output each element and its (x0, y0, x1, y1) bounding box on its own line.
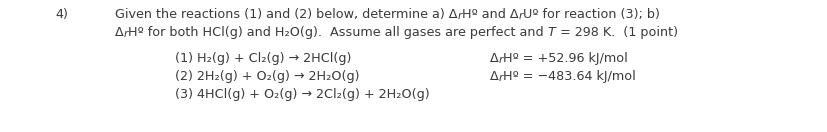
Text: Δ: Δ (490, 70, 498, 83)
Text: 4): 4) (55, 8, 68, 21)
Text: r: r (498, 73, 503, 83)
Text: Hº = +52.96 kJ/mol: Hº = +52.96 kJ/mol (503, 52, 627, 65)
Text: (3) 4HCl(g) + O₂(g) → 2Cl₂(g) + 2H₂O(g): (3) 4HCl(g) + O₂(g) → 2Cl₂(g) + 2H₂O(g) (174, 88, 429, 101)
Text: Δ: Δ (490, 52, 498, 65)
Text: T: T (547, 26, 555, 39)
Text: r: r (518, 11, 522, 21)
Text: Hº = −483.64 kJ/mol: Hº = −483.64 kJ/mol (503, 70, 635, 83)
Text: Hº for both HCl(g) and H₂O(g).  Assume all gases are perfect and: Hº for both HCl(g) and H₂O(g). Assume al… (128, 26, 547, 39)
Text: (2) 2H₂(g) + O₂(g) → 2H₂O(g): (2) 2H₂(g) + O₂(g) → 2H₂O(g) (174, 70, 359, 83)
Text: r: r (457, 11, 461, 21)
Text: (1) H₂(g) + Cl₂(g) → 2HCl(g): (1) H₂(g) + Cl₂(g) → 2HCl(g) (174, 52, 351, 65)
Text: Uº for reaction (3); b): Uº for reaction (3); b) (522, 8, 659, 21)
Text: r: r (498, 55, 503, 65)
Text: Δ: Δ (115, 26, 123, 39)
Text: Hº and Δ: Hº and Δ (461, 8, 518, 21)
Text: r: r (123, 29, 128, 39)
Text: Given the reactions (1) and (2) below, determine a) Δ: Given the reactions (1) and (2) below, d… (115, 8, 457, 21)
Text: = 298 K.  (1 point): = 298 K. (1 point) (555, 26, 676, 39)
